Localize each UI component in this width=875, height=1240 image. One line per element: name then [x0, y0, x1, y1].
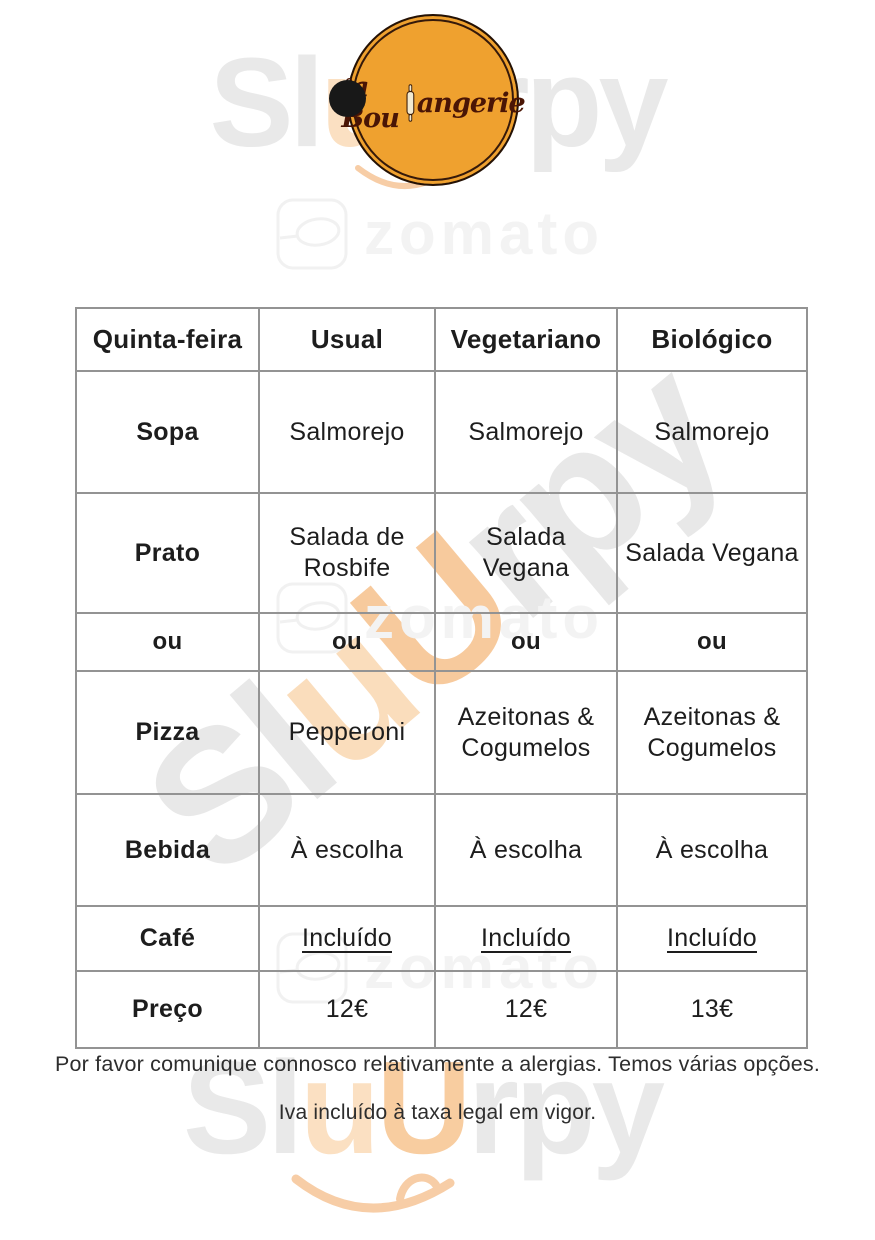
menu-cell: Incluído	[616, 905, 808, 972]
menu-cell: À escolha	[616, 793, 808, 907]
menu-cell: Salada Vegana	[616, 492, 808, 614]
menu-cell-price: 13€	[616, 970, 808, 1049]
menu-cell: Pepperoni	[258, 670, 436, 795]
row-label: Prato	[75, 492, 260, 614]
menu-row-cafe: Café Incluído Incluído Incluído	[75, 905, 808, 972]
zomato-watermark-text: zomato	[364, 200, 604, 267]
sluurpy-smile-icon	[291, 1173, 455, 1213]
menu-cell: Azeitonas & Cogumelos	[434, 670, 618, 795]
menu-cell: ou	[258, 612, 436, 672]
menu-cell: Azeitonas & Cogumelos	[616, 670, 808, 795]
header-vegetariano: Vegetariano	[434, 307, 618, 372]
menu-cell-price: 12€	[258, 970, 436, 1049]
restaurant-name: ℓa Bou angerie	[341, 72, 526, 134]
menu-cell: Salada Vegana	[434, 492, 618, 614]
daily-menu-table: Quinta-feira Usual Vegetariano Biológico…	[75, 307, 808, 1049]
restaurant-logo: ℓa Bou angerie	[341, 14, 526, 186]
menu-cell: ou	[616, 612, 808, 672]
rolling-pin-icon	[406, 84, 415, 122]
row-label: Bebida	[75, 793, 260, 907]
menu-row-prato: Prato Salada de Rosbife Salada Vegana Sa…	[75, 492, 808, 614]
vat-notice: Iva incluído à taxa legal em vigor.	[278, 1101, 597, 1124]
header-day: Quinta-feira	[75, 307, 260, 372]
menu-cell: À escolha	[434, 793, 618, 907]
menu-row-preco: Preço 12€ 12€ 13€	[75, 970, 808, 1049]
menu-row-ou: ou ou ou ou	[75, 612, 808, 672]
menu-cell: ou	[434, 612, 618, 672]
menu-cell: Salmorejo	[434, 370, 618, 494]
header-biologico: Biológico	[616, 307, 808, 372]
included-link: Incluído	[481, 924, 571, 952]
row-label: Pizza	[75, 670, 260, 795]
menu-cell: Salmorejo	[258, 370, 436, 494]
header-usual: Usual	[258, 307, 436, 372]
logo-dot	[329, 80, 366, 117]
menu-row-bebida: Bebida À escolha À escolha À escolha	[75, 793, 808, 907]
row-label: Sopa	[75, 370, 260, 494]
row-label: Preço	[75, 970, 260, 1049]
menu-cell: À escolha	[258, 793, 436, 907]
menu-row-sopa: Sopa Salmorejo Salmorejo Salmorejo	[75, 370, 808, 494]
sluurpy-text: Sl	[209, 32, 324, 173]
menu-cell-price: 12€	[434, 970, 618, 1049]
included-link: Incluído	[302, 924, 392, 952]
logo-text-right: angerie	[416, 87, 526, 119]
row-label: Café	[75, 905, 260, 972]
zomato-spoon-icon	[276, 198, 348, 270]
menu-cell: Incluído	[434, 905, 618, 972]
zomato-watermark-top: zomato	[276, 198, 604, 270]
menu-header-row: Quinta-feira Usual Vegetariano Biológico	[75, 307, 808, 372]
included-link: Incluído	[667, 924, 757, 952]
menu-row-pizza: Pizza Pepperoni Azeitonas & Cogumelos Az…	[75, 670, 808, 795]
menu-cell: Salmorejo	[616, 370, 808, 494]
menu-cell: Salada de Rosbife	[258, 492, 436, 614]
allergy-notice: Por favor comunique connosco relativamen…	[54, 1052, 821, 1076]
menu-cell: Incluído	[258, 905, 436, 972]
row-label: ou	[75, 612, 260, 672]
